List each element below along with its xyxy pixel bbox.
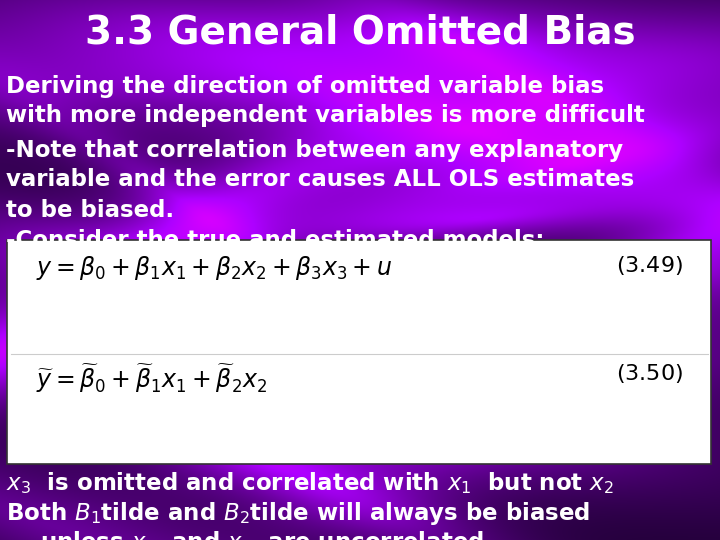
Text: -Note that correlation between any explanatory: -Note that correlation between any expla…	[6, 139, 623, 162]
FancyBboxPatch shape	[7, 240, 711, 464]
Text: unless $x_1$  and $x_2$  are uncorrelated: unless $x_1$ and $x_2$ are uncorrelated	[40, 529, 484, 540]
Text: $(3.49)$: $(3.49)$	[616, 254, 683, 277]
Text: Both $B_1$tilde and $B_2$tilde will always be biased: Both $B_1$tilde and $B_2$tilde will alwa…	[6, 500, 590, 527]
Text: $y = \beta_0 + \beta_1 x_1 + \beta_2 x_2 + \beta_3 x_3 + u$: $y = \beta_0 + \beta_1 x_1 + \beta_2 x_2…	[36, 254, 392, 282]
Text: Deriving the direction of omitted variable bias: Deriving the direction of omitted variab…	[6, 75, 604, 98]
Text: to be biased.: to be biased.	[6, 199, 174, 222]
Text: $(3.50)$: $(3.50)$	[616, 362, 683, 385]
Text: -Consider the true and estimated models:: -Consider the true and estimated models:	[6, 229, 544, 252]
Text: $\widetilde{y} = \widetilde{\beta}_0 + \widetilde{\beta}_1 x_1 + \widetilde{\bet: $\widetilde{y} = \widetilde{\beta}_0 + \…	[36, 362, 267, 395]
Text: with more independent variables is more difficult: with more independent variables is more …	[6, 104, 644, 127]
Text: 3.3 General Omitted Bias: 3.3 General Omitted Bias	[85, 14, 635, 51]
Text: variable and the error causes ALL OLS estimates: variable and the error causes ALL OLS es…	[6, 168, 634, 192]
Text: $x_3$  is omitted and correlated with $x_1$  but not $x_2$: $x_3$ is omitted and correlated with $x_…	[6, 470, 613, 496]
